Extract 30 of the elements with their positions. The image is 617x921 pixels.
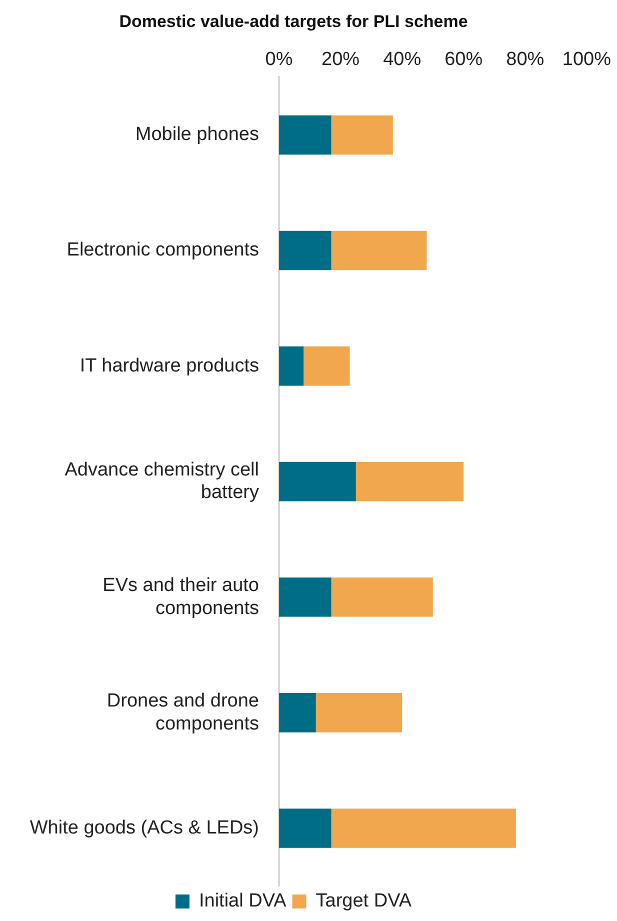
y-tick-label: Electronic components bbox=[66, 240, 259, 261]
x-tick-label: 40% bbox=[383, 49, 422, 70]
x-tick-label: 20% bbox=[322, 49, 360, 70]
bar bbox=[331, 578, 433, 617]
bar bbox=[279, 230, 332, 270]
bar bbox=[316, 693, 402, 732]
y-tick-label: Advance chemistry cell battery bbox=[64, 459, 260, 504]
y-tick-label: Mobile phones bbox=[135, 124, 259, 146]
y-tick-label: EVs and their auto components bbox=[102, 574, 259, 619]
x-tick-label: 100% bbox=[562, 49, 612, 70]
x-tick-label: 60% bbox=[444, 49, 483, 70]
y-tick-label: IT hardware products bbox=[80, 355, 259, 376]
bar bbox=[304, 346, 350, 386]
x-tick-label: 0% bbox=[265, 49, 293, 70]
y-tick-label: White goods (ACs & LEDs) bbox=[30, 817, 259, 838]
bar bbox=[331, 230, 427, 270]
bar bbox=[279, 115, 332, 155]
bar bbox=[279, 346, 304, 386]
legend-label: Target DVA bbox=[316, 890, 412, 912]
bar bbox=[279, 693, 316, 732]
y-tick-label: Drones and drone components bbox=[106, 690, 259, 734]
bar bbox=[279, 462, 356, 502]
bar bbox=[331, 115, 393, 155]
bar bbox=[279, 578, 332, 617]
bar bbox=[331, 808, 516, 848]
legend-label: Initial DVA bbox=[198, 890, 287, 912]
bar bbox=[279, 808, 332, 848]
x-tick-label: 80% bbox=[506, 49, 544, 70]
chart-title: Domestic value-add targets for PLI scheme bbox=[119, 12, 468, 31]
bar bbox=[356, 462, 464, 502]
